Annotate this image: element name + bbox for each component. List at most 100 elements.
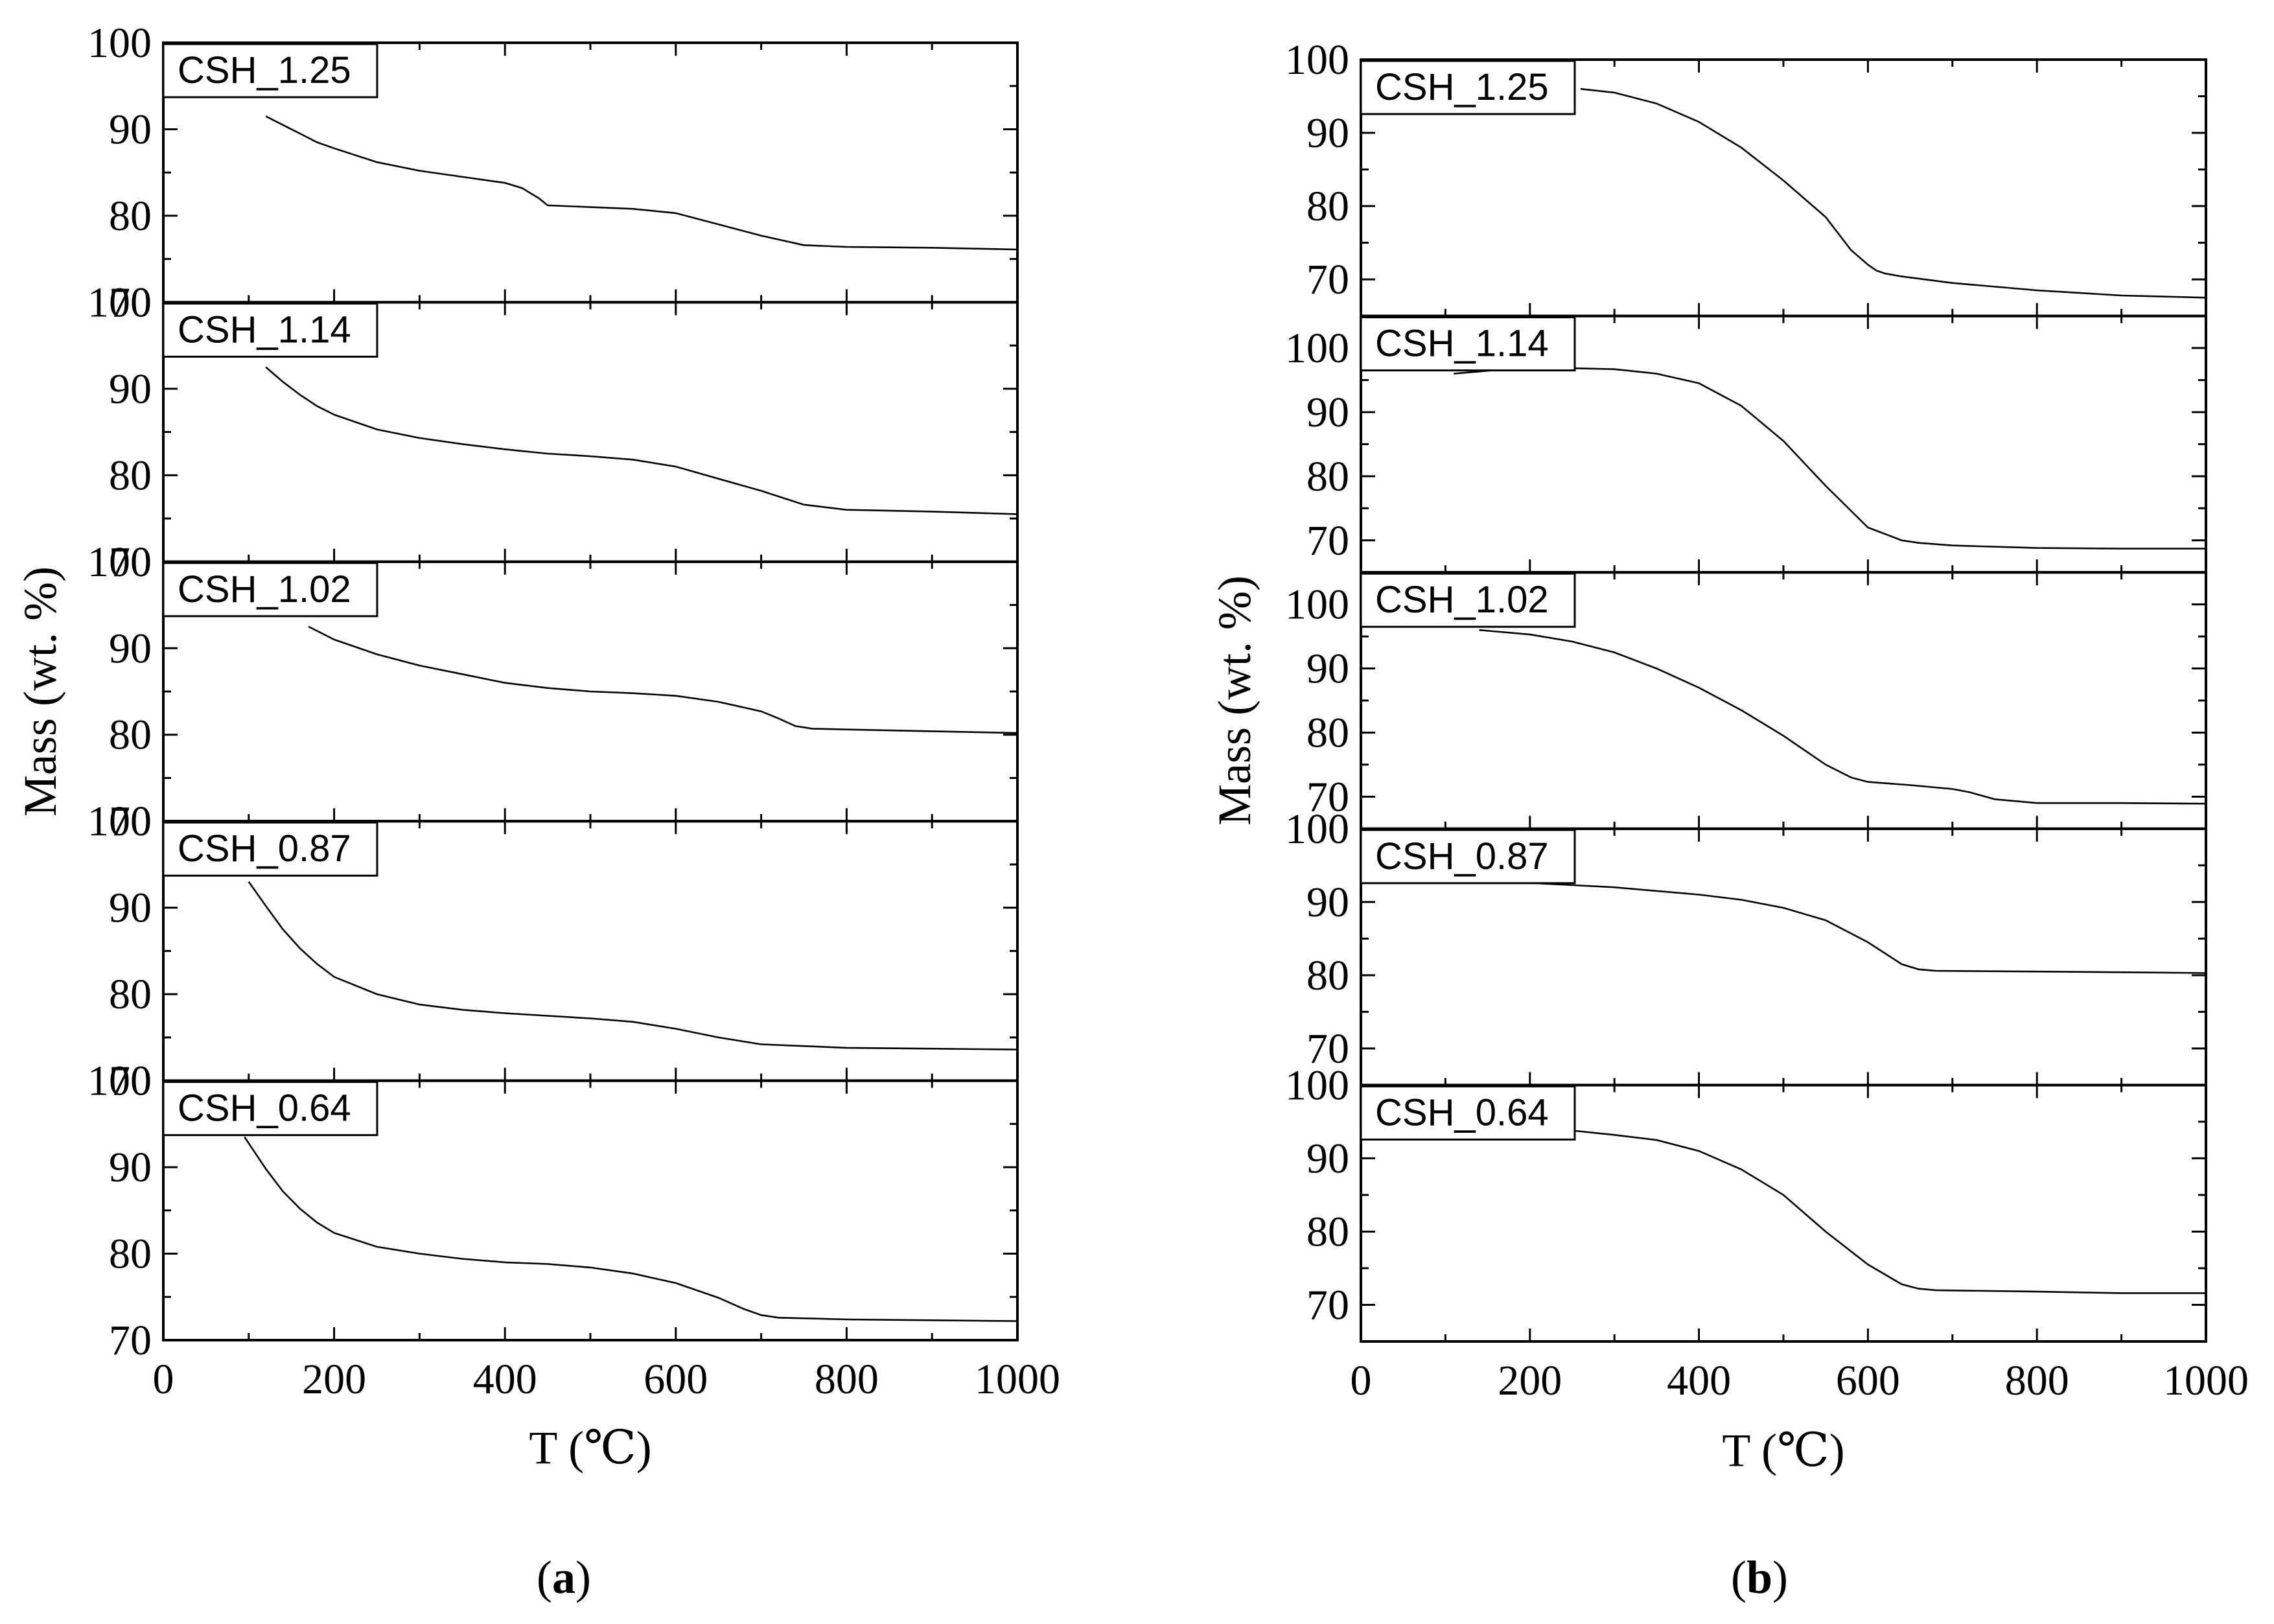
y-tick-label: 80 xyxy=(1306,183,1349,230)
series-line-CSH_1.25 xyxy=(265,115,1018,251)
y-tick-label: 80 xyxy=(1306,709,1349,756)
chart-a: 70 80 90 100 CSH_1.25 70 80 90 100 CSH_1.14 70 80 90… xyxy=(14,19,1060,1474)
series-line-CSH_0.64 xyxy=(244,1136,1018,1322)
panel-CSH_1.14: 70 80 90 100 CSH_1.14 xyxy=(1285,314,2207,574)
panel-label: CSH_1.25 xyxy=(1375,66,1549,108)
y-tick-label: 90 xyxy=(1306,879,1349,926)
panel-label: CSH_1.02 xyxy=(1375,579,1549,621)
x-tick-label: 400 xyxy=(473,1356,537,1403)
y-tick-label: 90 xyxy=(109,885,152,932)
y-tick-label: 90 xyxy=(109,106,152,153)
y-tick-label: 100 xyxy=(1285,1061,1349,1109)
y-tick-label: 80 xyxy=(109,192,152,240)
y-tick-label: 70 xyxy=(109,279,152,326)
y-tick-label: 70 xyxy=(1306,773,1349,820)
y-tick-label: 90 xyxy=(1306,645,1349,693)
x-tick-label: 800 xyxy=(2005,1357,2069,1404)
y-tick-label: 100 xyxy=(1285,325,1349,372)
series-line-CSH_0.64 xyxy=(1513,1128,2206,1294)
y-tick-label: 80 xyxy=(1306,952,1349,999)
y-tick-label: 80 xyxy=(1306,453,1349,500)
x-axis-title: T (℃) xyxy=(1722,1424,1844,1476)
y-tick-label: 100 xyxy=(87,1058,152,1105)
y-tick-label: 70 xyxy=(109,1317,152,1364)
series-line-CSH_1.02 xyxy=(308,625,1018,734)
caption-a: (a) xyxy=(537,1551,591,1603)
panel-label-box xyxy=(162,302,378,358)
panel-label-box xyxy=(1360,1085,1576,1141)
y-tick-label: 80 xyxy=(109,452,152,499)
y-tick-label: 100 xyxy=(1285,36,1349,84)
y-tick-label: 70 xyxy=(1306,1281,1349,1328)
panel-label: CSH_0.87 xyxy=(1375,835,1549,877)
panel-label-box xyxy=(1360,60,1576,115)
y-tick-label: 70 xyxy=(1306,256,1349,303)
x-axis-title: T (℃) xyxy=(529,1422,651,1474)
panel-label-box xyxy=(1360,829,1576,885)
panel-CSH_1.25: 70 80 90 100 CSH_1.25 xyxy=(1285,36,2207,318)
panel-label-box xyxy=(1360,316,1576,372)
panel-label: CSH_1.14 xyxy=(1375,323,1549,365)
y-tick-label: 100 xyxy=(1285,806,1349,853)
y-axis-title: Mass (wt. %) xyxy=(14,566,66,817)
y-tick-label: 100 xyxy=(87,539,152,586)
y-axis-title: Mass (wt. %) xyxy=(1209,575,1260,826)
chart-b: 70 80 90 100 CSH_1.25 70 80 90 100 CSH_1.14 70 80 90… xyxy=(1209,36,2249,1476)
y-tick-label: 70 xyxy=(109,1058,152,1105)
panel-CSH_0.87: 70 80 90 100 CSH_0.87 xyxy=(1285,806,2207,1087)
y-tick-label: 80 xyxy=(109,971,152,1018)
y-tick-label: 100 xyxy=(87,798,152,845)
panel-label: CSH_1.25 xyxy=(178,49,351,91)
y-tick-label: 90 xyxy=(1306,389,1349,436)
panel-label: CSH_1.02 xyxy=(178,568,351,610)
y-tick-label: 100 xyxy=(87,19,152,67)
panel-CSH_0.87: 70 80 90 100 CSH_0.87 xyxy=(87,798,1019,1105)
y-tick-label: 70 xyxy=(109,798,152,845)
panel-CSH_0.64: 70 80 90 100 CSH_0.64 xyxy=(87,1058,1019,1364)
x-tick-label: 600 xyxy=(1836,1357,1900,1404)
series-line-CSH_1.14 xyxy=(1454,366,2206,550)
y-tick-label: 90 xyxy=(109,1144,152,1191)
x-tick-label: 800 xyxy=(815,1356,879,1403)
series-line-CSH_0.87 xyxy=(248,881,1018,1050)
panel-label: CSH_1.14 xyxy=(178,308,351,351)
series-line-CSH_0.87 xyxy=(1487,880,2207,974)
y-tick-label: 100 xyxy=(87,279,152,326)
x-tick-label: 200 xyxy=(302,1356,366,1403)
panel-label-box xyxy=(162,43,378,99)
x-tick-label: 200 xyxy=(1498,1357,1562,1404)
y-tick-label: 70 xyxy=(1306,517,1349,564)
y-tick-label: 80 xyxy=(1306,1208,1349,1255)
y-tick-label: 80 xyxy=(109,712,152,759)
panel-label-box xyxy=(1360,572,1576,628)
panel-label-box xyxy=(162,1081,378,1137)
series-line-CSH_1.02 xyxy=(1479,629,2207,805)
panel-CSH_1.25: 70 80 90 100 CSH_1.25 xyxy=(87,19,1019,326)
panel-label: CSH_0.64 xyxy=(178,1087,351,1130)
panel-CSH_1.02: 70 80 90 100 CSH_1.02 xyxy=(1285,571,2207,830)
x-tick-label: 600 xyxy=(644,1356,708,1403)
y-tick-label: 90 xyxy=(109,365,152,413)
y-tick-label: 90 xyxy=(109,625,152,672)
y-tick-label: 90 xyxy=(1306,110,1349,157)
series-line-CSH_1.14 xyxy=(265,366,1018,515)
panel-label-box xyxy=(162,821,378,877)
panel-label: CSH_0.64 xyxy=(1375,1091,1549,1133)
caption-b: (b) xyxy=(1731,1551,1788,1603)
y-tick-label: 100 xyxy=(1285,581,1349,629)
x-tick-label: 0 xyxy=(153,1356,174,1403)
x-tick-label: 400 xyxy=(1667,1357,1731,1404)
x-tick-label: 0 xyxy=(1351,1357,1372,1404)
x-tick-label: 1000 xyxy=(975,1356,1060,1403)
y-tick-label: 70 xyxy=(109,539,152,586)
panel-label-box xyxy=(162,562,378,618)
series-line-CSH_1.25 xyxy=(1580,87,2207,299)
panel-CSH_1.14: 70 80 90 100 CSH_1.14 xyxy=(87,279,1019,586)
panel-CSH_1.02: 70 80 90 100 CSH_1.02 xyxy=(87,539,1019,845)
panel-CSH_0.64: 70 80 90 100 CSH_0.64 xyxy=(1285,1061,2207,1343)
y-tick-label: 80 xyxy=(109,1231,152,1278)
y-tick-label: 90 xyxy=(1306,1135,1349,1182)
y-tick-label: 70 xyxy=(1306,1025,1349,1073)
panel-label: CSH_0.87 xyxy=(178,828,351,870)
